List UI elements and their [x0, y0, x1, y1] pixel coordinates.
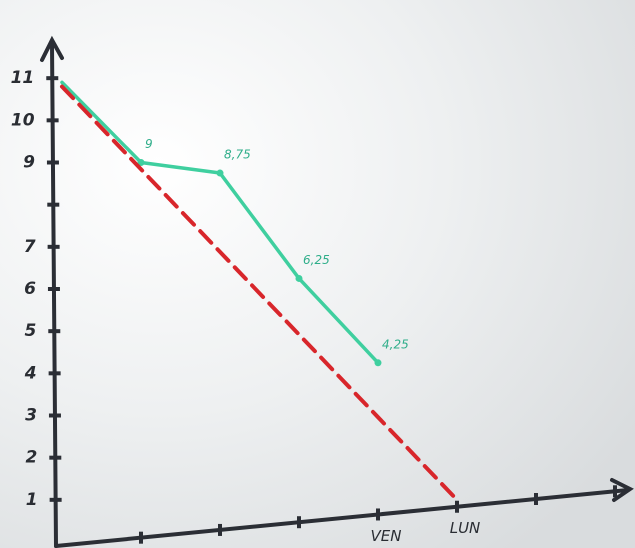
y-tick-label: 6 [24, 279, 36, 299]
y-tick-label: 5 [24, 321, 36, 341]
chart: 1 2 3 4 5 6 7 9 10 11 VEN LUN 9 8,75 6,25 4,25 [0, 0, 635, 548]
y-tick-label: 7 [24, 237, 36, 257]
y-tick-label: 11 [11, 68, 35, 88]
point [375, 359, 382, 366]
point [217, 170, 224, 177]
y-tick-label: 2 [25, 448, 37, 468]
point [296, 275, 303, 282]
y-tick-label: 10 [11, 110, 35, 130]
x-tick-label: VEN [371, 527, 402, 545]
y-tick-label: 1 [26, 490, 38, 510]
x-tick-label: LUN [450, 519, 481, 537]
y-tick-label: 4 [24, 363, 37, 383]
value-label: 6,25 [303, 253, 330, 267]
value-label: 4,25 [382, 337, 409, 351]
whiteboard [0, 0, 635, 548]
y-tick-label: 9 [23, 153, 35, 173]
value-label: 8,75 [224, 148, 251, 162]
value-label: 9 [145, 137, 153, 151]
y-tick-label: 3 [25, 406, 37, 426]
